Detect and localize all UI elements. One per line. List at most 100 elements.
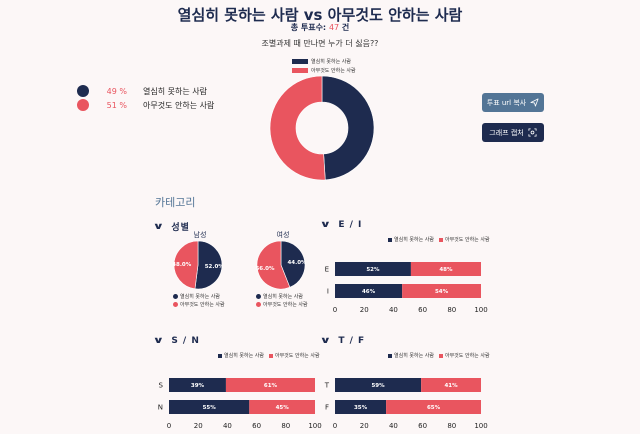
pie-legend-item: 열심히 못하는 사람 — [256, 293, 308, 300]
total-votes-count: 47 — [328, 23, 340, 32]
category-tick-label: E — [325, 266, 329, 274]
chevron-down-icon[interactable]: ∨ — [152, 221, 166, 232]
section-tf-title: T / F — [338, 336, 366, 346]
section-gender-title: 성별 — [171, 223, 190, 233]
poll-question: 조별과제 때 만나면 누가 더 싫음?? — [261, 39, 379, 48]
bar-value-label: 41% — [444, 383, 458, 389]
legend-label: 아무것도 안하는 사람 — [180, 302, 225, 308]
pie-legend-item: 아무것도 안하는 사람 — [256, 301, 308, 308]
bar-segment — [249, 400, 315, 414]
x-tick-label: 40 — [389, 306, 398, 314]
legend-label: 열심히 못하는 사람 — [311, 59, 351, 65]
bar-value-label: 39% — [191, 383, 205, 389]
legend-swatch — [438, 353, 443, 358]
bar-value-label: 55% — [203, 405, 217, 411]
donut-legend-item-0: 열심히 못하는 사람 — [292, 58, 351, 65]
pie-slice — [280, 240, 306, 288]
send-icon — [530, 98, 539, 107]
bar-segment — [169, 378, 226, 392]
pie-slice — [269, 75, 326, 181]
total-votes: 총 투표수: 47 건 — [0, 22, 640, 33]
capture-graph-button[interactable]: 그래프 캡처 — [482, 123, 544, 142]
bar-segment — [335, 284, 403, 298]
category-tick-label: S — [159, 382, 164, 390]
category-tick-label: T — [324, 382, 330, 390]
chevron-down-icon[interactable]: ∨ — [152, 336, 166, 346]
pie-value-label: 44.0% — [287, 260, 306, 266]
section-sn-header[interactable]: ∨ S / N — [152, 336, 200, 346]
legend-label: 아무것도 안하는 사람 — [444, 237, 490, 243]
legend-dot — [173, 294, 178, 299]
x-tick-label: 20 — [360, 306, 369, 314]
bar-segment — [421, 378, 481, 392]
x-tick-label: 60 — [418, 422, 427, 430]
chevron-down-icon[interactable]: ∨ — [319, 336, 333, 346]
legend-item: 열심히 못하는 사람 — [218, 352, 264, 359]
tf-bar-chart: T 59% 41% F 35% 65% 0 20 40 60 80 100 — [324, 378, 488, 430]
section-ei-title: E / I — [338, 220, 363, 230]
x-tick-label: 100 — [474, 422, 487, 430]
bar-value-label: 59% — [371, 383, 385, 389]
section-sn-title: S / N — [171, 336, 200, 346]
option-percent: 49 % — [106, 86, 127, 96]
total-votes-unit: 건 — [341, 23, 350, 32]
section-tf-header[interactable]: ∨ T / F — [319, 336, 366, 346]
legend-label: 아무것도 안하는 사람 — [311, 68, 356, 74]
legend-dot — [256, 294, 261, 299]
bar-segment — [386, 400, 481, 414]
bar-segment — [410, 262, 481, 276]
bar-value-label: 46% — [362, 289, 376, 295]
ei-bar-chart: E 52% 48% I 46% 54% 0 20 40 60 80 100 — [325, 262, 488, 314]
x-tick-label: 80 — [447, 306, 456, 314]
legend-swatch — [388, 353, 392, 358]
x-tick-label: 60 — [418, 306, 427, 314]
copy-url-label: 투표 url 복사 — [486, 98, 527, 107]
bar-segment — [402, 284, 481, 298]
legend-item: 열심히 못하는 사람 — [388, 352, 434, 359]
option-percent: 51 % — [106, 100, 127, 110]
female-pie-chart: 44.0% 56.0% — [256, 240, 306, 290]
x-tick-label: 80 — [447, 422, 456, 430]
legend-swatch — [388, 237, 392, 242]
bar-value-label: 48% — [439, 267, 453, 273]
male-pie-legend: 열심히 못하는 사람 아무것도 안하는 사람 — [173, 292, 225, 309]
bar-value-label: 65% — [427, 405, 441, 411]
bar-value-label: 61% — [264, 383, 278, 389]
legend-label: 열심히 못하는 사람 — [180, 294, 220, 300]
x-tick-label: 100 — [308, 422, 321, 430]
x-tick-label: 0 — [167, 422, 171, 430]
x-tick-label: 100 — [474, 306, 487, 314]
donut-legend-item-1: 아무것도 안하는 사람 — [292, 67, 356, 74]
legend-label: 아무것도 안하는 사람 — [444, 353, 490, 359]
x-tick-label: 20 — [194, 422, 203, 430]
pie-legend-item: 아무것도 안하는 사람 — [173, 301, 225, 308]
sn-bar-chart: S 39% 61% N 55% 45% 0 20 40 60 80 100 — [158, 378, 322, 430]
legend-dot — [173, 302, 178, 307]
copy-url-button[interactable]: 투표 url 복사 — [482, 93, 544, 112]
legend-label: 열심히 못하는 사람 — [394, 237, 434, 243]
x-tick-label: 40 — [223, 422, 232, 430]
sn-legend: 열심히 못하는 사람 아무것도 안하는 사람 — [218, 352, 320, 359]
capture-graph-label: 그래프 캡처 — [489, 128, 524, 137]
x-tick-label: 0 — [333, 306, 337, 314]
pie-legend-item: 열심히 못하는 사람 — [173, 293, 225, 300]
legend-label: 아무것도 안하는 사람 — [263, 302, 308, 308]
section-gender-header[interactable]: ∨ 성별 — [152, 220, 190, 234]
legend-dot — [256, 302, 261, 307]
result-row-1: 51 % 아무것도 안하는 사람 — [77, 99, 214, 111]
legend-label: 열심히 못하는 사람 — [394, 353, 434, 359]
legend-label: 열심히 못하는 사람 — [263, 294, 303, 300]
legend-swatch — [268, 353, 273, 358]
legend-swatch — [292, 59, 308, 64]
legend-label: 열심히 못하는 사람 — [224, 353, 264, 359]
bar-value-label: 52% — [366, 267, 380, 273]
bar-value-label: 54% — [435, 289, 449, 295]
section-ei-header[interactable]: ∨ E / I — [319, 220, 363, 230]
option-dot-icon — [77, 99, 89, 111]
ei-legend: 열심히 못하는 사람 아무것도 안하는 사람 — [388, 236, 490, 243]
option-label: 아무것도 안하는 사람 — [143, 100, 215, 110]
bar-segment — [169, 400, 250, 414]
chevron-down-icon[interactable]: ∨ — [319, 220, 333, 230]
male-pie-chart: 52.0% 48.0% — [173, 240, 223, 290]
female-pie-title: 여성 — [276, 231, 290, 239]
